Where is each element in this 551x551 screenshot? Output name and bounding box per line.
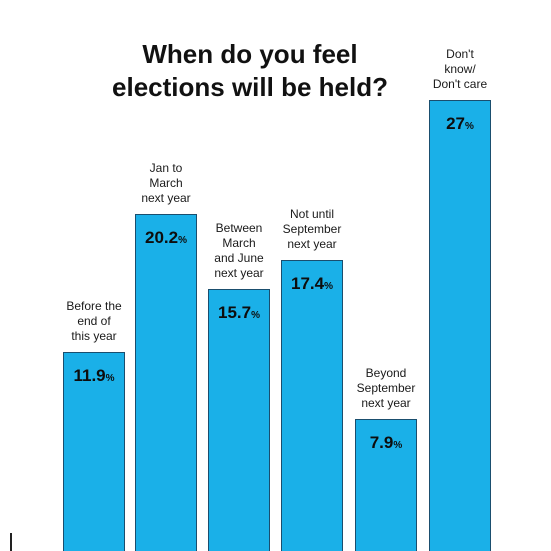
bar-value-percent-2: % (251, 310, 260, 321)
bar-value-number-4: 7.9 (369, 433, 394, 452)
bar-value-label-2: 15.7% (208, 303, 270, 323)
bar-value-number-5: 27 (446, 114, 465, 133)
category-label-3: Not until September next year (273, 207, 351, 252)
bar-value-label-4: 7.9% (355, 433, 417, 453)
bar-value-number-2: 15.7 (218, 303, 252, 322)
category-label-2-line-1: March (222, 236, 256, 250)
category-label-0-line-1: end of (77, 314, 111, 328)
bar-value-number-0: 11.9 (73, 366, 106, 385)
bar-value-number-1: 20.2 (145, 228, 179, 247)
category-label-5-line-2: Don't care (432, 77, 488, 91)
bar-1 (135, 214, 197, 551)
bar-value-percent-3: % (324, 281, 333, 292)
category-label-1: Jan to March next year (127, 161, 205, 206)
category-label-0-line-0: Before the (66, 299, 122, 313)
category-label-1-line-1: March (149, 176, 183, 190)
bar-value-percent-1: % (178, 235, 187, 246)
bar-2 (208, 289, 270, 551)
bar-value-label-0: 11.9% (63, 366, 125, 386)
bar-3 (281, 260, 343, 551)
category-label-1-line-2: next year (141, 191, 191, 205)
category-label-4-line-2: next year (361, 396, 411, 410)
bar-value-percent-5: % (465, 121, 474, 132)
bar-0 (63, 352, 125, 551)
category-label-4: Beyond September next year (347, 366, 425, 411)
category-label-3-line-2: next year (287, 237, 337, 251)
category-label-1-line-0: Jan to (149, 161, 183, 175)
bar-4 (355, 419, 417, 551)
chart-title-line-2: elections will be held? (112, 72, 388, 102)
category-label-3-line-1: September (282, 222, 342, 236)
category-label-2-line-3: next year (214, 266, 264, 280)
bar-value-percent-0: % (105, 373, 115, 384)
chart-title-line-1: When do you feel (142, 39, 358, 69)
category-label-4-line-1: September (356, 381, 416, 395)
category-label-5: Don't know/Don't care (421, 47, 499, 92)
category-label-2: Between March and June next year (200, 221, 278, 281)
bar-value-percent-4: % (393, 440, 403, 451)
category-label-2-line-0: Between (215, 221, 263, 235)
edge-mark (10, 533, 12, 551)
bar-value-number-3: 17.4 (291, 274, 325, 293)
category-label-0: Before the end of this year (55, 299, 133, 344)
category-label-4-line-0: Beyond (365, 366, 407, 380)
bar-value-label-1: 20.2% (135, 228, 197, 248)
category-label-2-line-2: and June (214, 251, 264, 265)
bar-value-label-3: 17.4% (281, 274, 343, 294)
category-label-0-line-2: this year (71, 329, 117, 343)
bar-5 (429, 100, 491, 551)
category-label-5-line-1: know/ (444, 62, 476, 76)
category-label-3-line-0: Not until (289, 207, 335, 221)
bar-value-label-5: 27% (429, 114, 491, 134)
category-label-5-line-0: Don't (446, 47, 474, 61)
